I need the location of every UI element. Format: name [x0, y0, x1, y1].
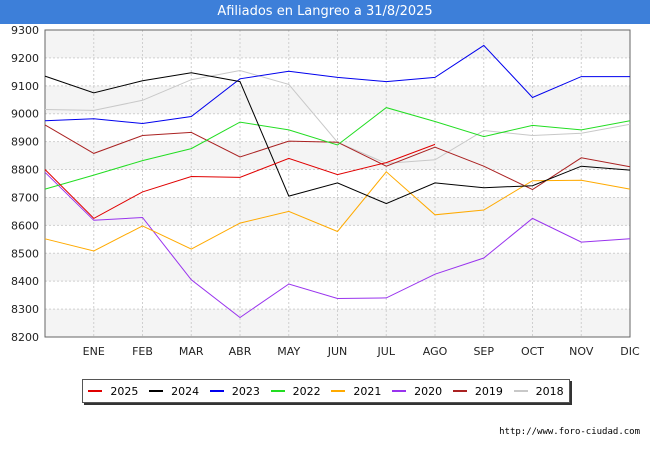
x-tick-label: NOV — [569, 345, 594, 358]
chart-legend: 2025 2024 2023 2022 2021 2020 2019 2018 — [82, 379, 570, 403]
legend-label: 2020 — [414, 384, 443, 398]
series-line-2024 — [44, 72, 631, 205]
plot-frame — [44, 29, 631, 338]
series-line-2019 — [44, 124, 631, 191]
legend-item-2025: 2025 — [88, 385, 138, 398]
legend-swatch — [513, 390, 528, 392]
source-url: http://www.foro-ciudad.com — [499, 427, 640, 437]
series-line-2023 — [44, 44, 630, 125]
y-tick-label: 9000 — [11, 108, 39, 121]
x-tick-label: OCT — [521, 345, 544, 358]
legend-swatch — [149, 390, 164, 392]
legend-label: 2024 — [171, 384, 200, 398]
legend-item-2021: 2021 — [331, 385, 381, 398]
series-line-2021 — [44, 171, 631, 252]
y-tick-label: 8800 — [11, 164, 39, 177]
series-line-2022 — [44, 107, 631, 190]
legend-swatch — [270, 390, 285, 392]
legend-item-2018: 2018 — [513, 384, 564, 398]
legend-swatch — [392, 390, 407, 392]
legend-label: 2019 — [474, 384, 503, 398]
legend-label: 2018 — [535, 384, 564, 398]
legend-label: 2023 — [231, 384, 260, 398]
y-tick-label: 8400 — [11, 275, 39, 288]
legend-label: 2025 — [110, 384, 139, 398]
y-tick-label: 9200 — [11, 52, 39, 65]
legend-item-2019: 2019 — [452, 384, 503, 398]
legend-swatch — [88, 390, 103, 392]
x-tick-label: DIC — [620, 345, 640, 358]
legend-swatch — [331, 390, 346, 392]
y-tick-label: 8600 — [11, 219, 39, 232]
x-tick-label: JUL — [377, 345, 396, 358]
chart-title: Afiliados en Langreo a 31/8/2025 — [0, 0, 650, 24]
y-tick-label: 8300 — [11, 303, 39, 316]
y-tick-label: 8200 — [11, 331, 39, 344]
y-tick-label: 9100 — [11, 80, 39, 93]
x-tick-label: AGO — [423, 345, 448, 358]
x-tick-label: JUN — [327, 345, 348, 358]
y-tick-label: 8900 — [11, 136, 39, 149]
legend-item-2022: 2022 — [270, 384, 321, 398]
y-tick-label: 9300 — [11, 24, 39, 37]
series-line-2020 — [44, 171, 631, 319]
y-tick-label: 8700 — [11, 191, 39, 204]
legend-label: 2022 — [292, 384, 321, 398]
x-tick-label: ENE — [83, 345, 105, 358]
legend-swatch — [209, 390, 224, 392]
legend-swatch — [452, 390, 467, 392]
x-tick-label: ABR — [229, 345, 252, 358]
x-tick-label: FEB — [132, 345, 153, 358]
legend-label: 2021 — [353, 384, 382, 398]
y-tick-label: 8500 — [11, 247, 39, 260]
series-line-2025 — [44, 143, 436, 220]
x-tick-label: MAR — [179, 345, 204, 358]
x-tick-label: MAY — [277, 345, 300, 358]
x-tick-label: SEP — [473, 345, 494, 358]
legend-item-2023: 2023 — [209, 384, 260, 398]
legend-item-2024: 2024 — [149, 385, 199, 398]
legend-item-2020: 2020 — [392, 385, 442, 398]
